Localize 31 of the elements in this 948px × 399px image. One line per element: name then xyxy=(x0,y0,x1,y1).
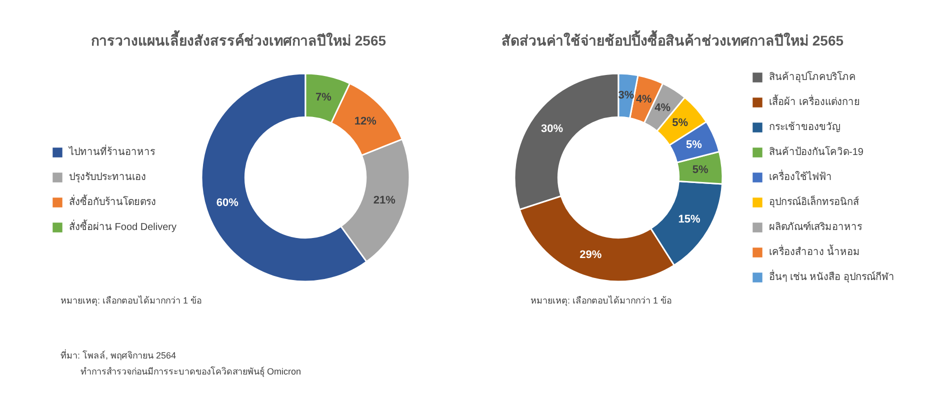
text: หมายเหตุ: เลือกตอบได้มากกว่า 1 ข้อ xyxy=(530,296,672,306)
legend-label: สินค้าป้องกันโควิด-19 xyxy=(769,145,864,159)
legend-label: เครื่องใช้ไฟฟ้า xyxy=(769,169,832,184)
chart-title: สัดส่วนค่าใช้จ่ายช้อปปิ้งซื้อสินค้าช่วงเทศกาลปีใหม่ 2565 xyxy=(501,30,844,48)
legend-label: อื่นๆ เช่น หนังสือ อุปกรณ์กีฬา xyxy=(769,269,894,284)
legend-label: สั่งซื้อกับร้านโดยตรง xyxy=(69,194,156,209)
data-label: 7% xyxy=(315,91,332,104)
data-label: 4% xyxy=(654,102,671,114)
legend-label: เสื้อผ้า เครื่องแต่งกาย xyxy=(769,94,860,109)
legend-label: ผลิตภัณฑ์เสริมอาหาร xyxy=(769,220,862,234)
data-label: 15% xyxy=(678,213,700,226)
data-label: 5% xyxy=(692,164,708,176)
data-label: 12% xyxy=(354,115,377,128)
legend-label: สั่งซื้อผ่าน Food Delivery xyxy=(69,219,176,234)
text: หมายเหตุ: เลือกตอบได้มากกว่า 1 ข้อ xyxy=(60,296,202,306)
data-label: 5% xyxy=(686,138,702,151)
legend-label: สินค้าอุปโภคบริโภค xyxy=(769,70,856,84)
data-label: 21% xyxy=(373,194,396,206)
legend-label: อุปกรณ์อิเล็กทรอนิกส์ xyxy=(769,194,859,209)
legend-label: กระเช้าของขวัญ xyxy=(769,120,841,134)
data-label: 5% xyxy=(672,117,688,130)
chart-title: การวางแผนเลี้ยงสังสรรค์ช่วงเทศกาลปีใหม่ 2565 xyxy=(90,30,386,48)
legend-label: เครื่องสำอาง น้ำหอม xyxy=(769,244,860,259)
data-label: 29% xyxy=(580,248,602,261)
data-label: 4% xyxy=(636,93,652,106)
legend-label: ปรุงรับประทานเอง xyxy=(69,171,146,184)
legend-label: ไปทานที่ร้านอาหาร xyxy=(69,144,155,159)
text: ทำการสำรวจก่อนมีการระบาดของโควิดสายพันธุ์ Omicron xyxy=(80,366,302,378)
data-label: 30% xyxy=(541,123,564,136)
text: ที่มา: โพลล์, พฤศจิกายน 2564 xyxy=(60,348,176,360)
data-label: 60% xyxy=(216,196,239,209)
